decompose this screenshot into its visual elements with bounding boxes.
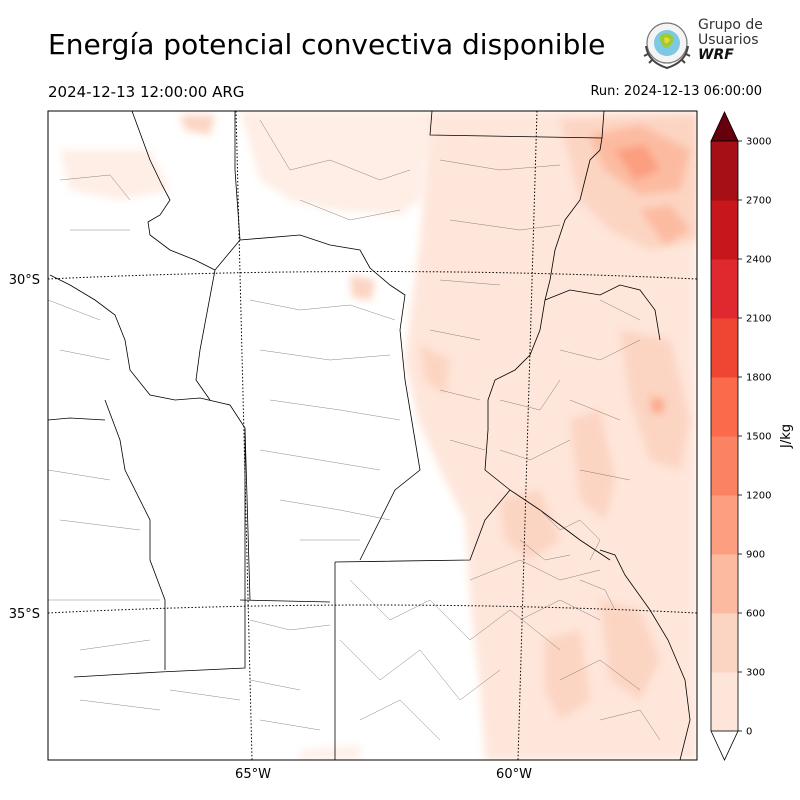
colorbar-under-arrow [710, 730, 739, 761]
colorbar-segment [711, 554, 738, 614]
colorbar: 0 300 600 900 1200 1500 1800 2100 2400 2700 3000 J… [710, 111, 794, 761]
colorbar-tick-label: 1800 [746, 373, 771, 384]
colorbar-segment [711, 141, 738, 201]
colorbar-segment [711, 436, 738, 496]
lat-label-35s: 35°S [9, 607, 40, 622]
colorbar-tick-label: 2400 [746, 255, 771, 266]
colorbar-segment [711, 613, 738, 673]
colorbar-tick-label: 0 [746, 727, 752, 738]
lat-line-30s [48, 271, 697, 280]
logo-line-1: Grupo de [698, 17, 763, 33]
chart-title: Energía potencial convectiva disponible [48, 28, 606, 61]
colorbar-segment [711, 377, 738, 437]
colorbar-tick-label: 3000 [746, 137, 771, 148]
colorbar-over-arrow [710, 111, 739, 142]
colorbar-segment [711, 318, 738, 378]
colorbar-segment [711, 259, 738, 319]
colorbar-unit-label: J/kg [779, 424, 794, 449]
wrf-group-logo: Grupo de Usuarios WRF [638, 16, 768, 76]
laurel-globe-icon [643, 22, 691, 70]
colorbar-tick-label: 2700 [746, 196, 771, 207]
colorbar-tick-label: 1500 [746, 432, 771, 443]
run-time: Run: 2024-12-13 06:00:00 [590, 84, 762, 99]
lat-line-35s [48, 604, 697, 614]
cape-field [48, 111, 697, 760]
colorbar-segment [711, 672, 738, 732]
colorbar-segment [711, 495, 738, 555]
colorbar-tick-label: 900 [746, 550, 765, 561]
lat-label-30s: 30°S [9, 273, 40, 288]
valid-time: 2024-12-13 12:00:00 ARG [48, 83, 245, 101]
colorbar-tick-label: 600 [746, 609, 765, 620]
map-frame [47, 110, 698, 761]
colorbar-segment [711, 200, 738, 260]
colorbar-tick-label: 2100 [746, 314, 771, 325]
colorbar-tick-label: 1200 [746, 491, 771, 502]
colorbar-tick-label: 300 [746, 668, 765, 679]
lon-label-60w: 60°W [496, 767, 532, 782]
logo-line-2: Usuarios [698, 32, 759, 48]
logo-line-3: WRF [698, 47, 734, 63]
lon-label-65w: 65°W [235, 767, 271, 782]
